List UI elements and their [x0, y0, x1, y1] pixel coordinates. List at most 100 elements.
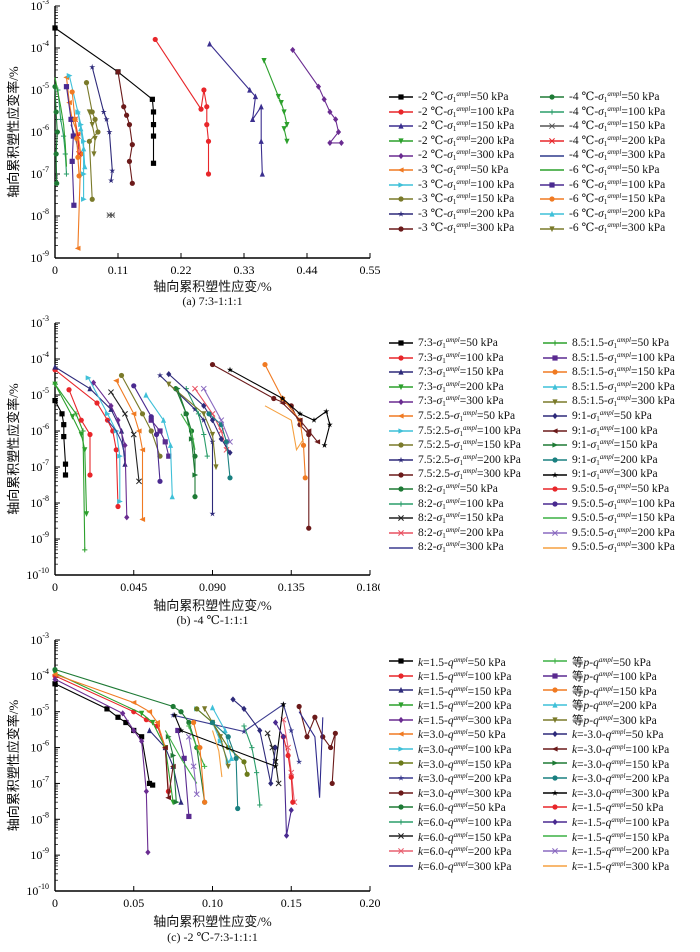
data-point: [80, 428, 86, 434]
data-point: [321, 96, 327, 103]
data-point: [118, 372, 125, 379]
data-point: [178, 709, 184, 715]
legend-item: k=1.5-qampl=100 kPa: [388, 669, 511, 684]
series-c-14: [298, 711, 324, 798]
data-point: [264, 730, 271, 737]
data-point: [290, 799, 296, 805]
legend-item: k=3.0-qampl=100 kPa: [388, 742, 511, 757]
data-point: [178, 799, 184, 805]
data-point: [86, 109, 92, 116]
data-point: [197, 744, 203, 751]
legend-item: 9:1-σ1ampl=200 kPa: [542, 453, 675, 468]
data-point: [139, 447, 146, 453]
data-point: [227, 449, 233, 456]
legend-label: -3 ℃-σ1ampl=50 kPa: [418, 162, 509, 177]
plot-c: 10-10 10-9 10-8 10-7 10-6 10-5 10-4 10-3 轴向累积塑性应…: [6, 631, 380, 910]
data-point: [297, 410, 303, 417]
x-tick-label: 0.55: [360, 263, 381, 277]
series-line: [54, 668, 206, 803]
data-point: [257, 727, 263, 734]
legend-item: k=-3.0-qampl=300 kPa: [542, 785, 669, 800]
data-point: [73, 411, 79, 417]
data-point: [150, 719, 156, 726]
series-b-29: [264, 405, 304, 452]
data-point: [165, 795, 171, 801]
legend-label: -4 ℃-σ1ampl=50 kPa: [569, 90, 660, 104]
data-point: [285, 752, 291, 759]
legend-label: k=-3.0-qampl=50 kPa: [572, 728, 664, 742]
legend-swatch: [543, 399, 567, 405]
data-point: [52, 681, 58, 687]
legend-item: k=-1.5-qampl=50 kPa: [542, 800, 669, 815]
legend-item: 7:3-σ1ampl=150 kPa: [388, 365, 521, 380]
legend-swatch: [389, 848, 413, 854]
x-tick-label: 0.33: [234, 263, 255, 277]
data-point: [192, 472, 199, 478]
x-tick-label: 0.045: [120, 580, 147, 594]
legend-label: k=1.5-qampl=200 kPa: [418, 699, 512, 713]
x-tick-label: 0.15: [281, 896, 302, 910]
legend-swatch: [543, 428, 567, 434]
data-point: [87, 431, 93, 438]
legend-item: k=-1.5-qampl=150 kPa: [542, 829, 669, 844]
legend-label: 7.5:2.5-σ1ampl=50 kPa: [418, 408, 516, 423]
data-point: [149, 96, 155, 102]
data-point: [113, 447, 119, 453]
data-point: [153, 431, 160, 438]
legend-swatch: [540, 169, 564, 171]
data-point: [223, 446, 230, 453]
data-point: [279, 400, 286, 406]
caption-c: (c) -2 ℃-7:3-1:1:1: [167, 930, 258, 944]
data-point: [169, 493, 175, 500]
plot-b: 10-1010-910-810-710-610-510-410-3轴向累积塑性应…: [6, 314, 380, 594]
data-point: [166, 453, 172, 459]
data-point: [82, 547, 88, 553]
legend-item: k=6.0-qampl=50 kPa: [388, 800, 511, 815]
legend-column: 7:3-σ1ampl=50 kPa 7:3-σ1ampl=100 kPa 7:3-σ…: [388, 336, 521, 555]
data-point: [143, 391, 149, 398]
data-point: [275, 93, 281, 100]
legend-swatch: [389, 442, 413, 449]
legend-label: -3 ℃-σ1ampl=300 kPa: [418, 221, 515, 236]
data-point: [241, 728, 247, 735]
data-point: [52, 397, 58, 404]
data-point: [296, 417, 303, 423]
data-point: [279, 395, 286, 402]
data-point: [230, 696, 236, 703]
data-point: [252, 93, 259, 100]
legend-swatch: [543, 471, 567, 478]
legend-item: -4 ℃-σ1ampl=150 kPa: [539, 119, 665, 134]
data-point: [54, 129, 60, 135]
legend-swatch: [389, 716, 413, 723]
legend-item: k=6.0-qampl=150 kPa: [388, 829, 511, 844]
x-tick-label: 0.10: [202, 896, 223, 910]
data-point: [183, 411, 190, 417]
series-line: [164, 730, 198, 784]
series-line: [282, 719, 295, 803]
legend-item: k=-3.0-qampl=200 kPa: [542, 771, 669, 786]
series-line: [54, 683, 153, 786]
x-axis-label-b: 轴向累积塑性应变/%: [153, 598, 272, 613]
series-line: [174, 704, 284, 768]
data-point: [296, 703, 302, 710]
data-point: [205, 138, 212, 144]
legend-swatch: [540, 226, 564, 232]
data-point: [162, 439, 168, 445]
legend-item: 8:2-σ1ampl=50 kPa: [388, 482, 521, 497]
series-line: [54, 383, 86, 550]
series-c-20: [230, 696, 279, 787]
data-point: [268, 780, 274, 787]
legend-item: 8.5:1.5-σ1ampl=50 kPa: [542, 336, 675, 351]
legend-label: 9.5:0.5-σ1ampl=100 kPa: [572, 496, 675, 511]
data-point: [302, 475, 308, 481]
series-a-7: [83, 80, 101, 202]
data-point: [228, 755, 234, 761]
legend-item: -2 ℃-σ1ampl=150 kPa: [388, 119, 514, 134]
data-point: [327, 108, 333, 116]
legend-swatch: [389, 760, 413, 767]
legend-swatch: [389, 804, 413, 810]
legend-swatch: [389, 673, 413, 679]
data-point: [186, 719, 192, 726]
legend-label: k=-1.5-qampl=200 kPa: [572, 845, 670, 859]
data-point: [76, 173, 82, 179]
